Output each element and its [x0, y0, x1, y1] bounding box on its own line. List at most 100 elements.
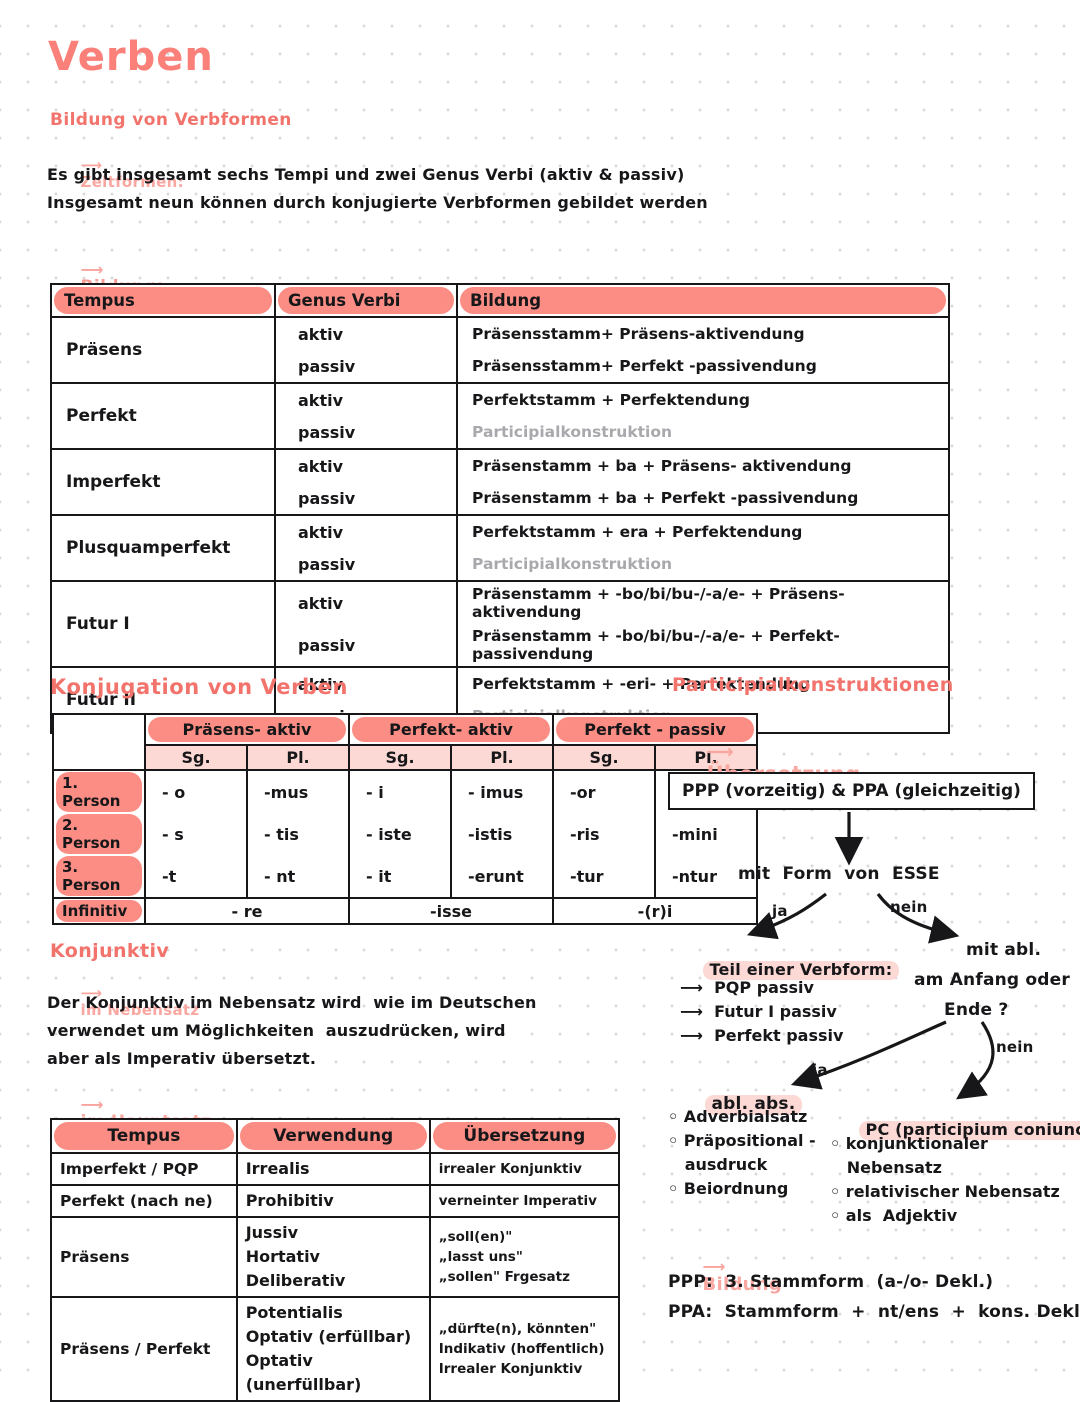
flow-label-ja-1: ja: [772, 902, 788, 920]
verbform-item: ⟶ PQP passiv: [680, 978, 814, 997]
arrow-icon: ⟶: [80, 155, 103, 174]
abl-abs-item: ◦ Beiordnung: [668, 1179, 789, 1198]
table-bildung-header-3: Bildung: [456, 283, 950, 318]
cell-bildung: Perfektstamm + era + Perfektendung: [456, 514, 950, 548]
person-pill: 2. Person: [56, 814, 142, 854]
table-konjugation: Präsens- aktiv Perfekt- aktiv Perfekt - pa…: [52, 713, 758, 925]
bildung-ppp: PPP: 3. Stammform (a-/o- Dekl.): [668, 1272, 994, 1292]
arrow-icon: ⟶: [80, 259, 104, 279]
table-bildung-header-row: Tempus Genus Verbi Bildung: [50, 283, 950, 318]
cell-ending: -ris: [552, 813, 656, 855]
cell-ending: -tur: [552, 855, 656, 899]
uebersetzung-line: verneinter Imperativ: [438, 1192, 597, 1209]
cell-tempus: Präsens / Perfekt: [50, 1296, 238, 1402]
cell-tempus: Imperfekt: [50, 448, 276, 516]
verwendung-line: Hortativ: [245, 1247, 320, 1266]
cell-infinitiv-label: Infinitiv: [52, 897, 146, 925]
arrow-icon: ⟶: [80, 1094, 104, 1114]
table-row: 1. Person- o-mus- i- imus-or-mur: [52, 769, 758, 813]
paragraph-konjunktiv-line2: verwendet um Möglichkeiten auszudrücken,…: [47, 1021, 506, 1040]
uebersetzung-line: „lasst uns": [438, 1248, 523, 1265]
flow-label-ja-2: ja: [812, 1061, 828, 1079]
cell-infinitiv-value-3: -(r)i: [552, 897, 758, 925]
cell-ending: - it: [348, 855, 452, 899]
cell-ending: -or: [552, 769, 656, 813]
verbform-item: ⟶ Futur I passiv: [680, 1002, 837, 1021]
cell-ending: -istis: [450, 813, 554, 855]
cell-genus: aktiv: [274, 448, 458, 482]
table-row: Imperfekt / PQP Irrealis irrealer Konjunkt…: [50, 1152, 621, 1186]
arrow-icon: ⟶: [80, 983, 103, 1002]
table-konjunktiv-header-2: Verwendung: [235, 1118, 431, 1154]
bullet-icon: ◦: [668, 1107, 679, 1126]
number-header-4: Pl.: [450, 744, 554, 771]
pc-item-list: ◦ konjunktionaler Nebensatz ◦ relativisch…: [830, 1132, 1060, 1228]
cell-tempus: Plusquamperfekt: [50, 514, 276, 582]
page-title: Verben: [48, 34, 214, 80]
cell-genus: passiv: [274, 416, 458, 450]
flow-label-nein-2: nein: [996, 1038, 1034, 1056]
cell-bildung: Participialkonstruktion: [456, 548, 950, 582]
arrow-im-nebensatz-label: im Nebensatz: [80, 1000, 200, 1019]
cell-person: 3. Person: [52, 855, 146, 899]
cell-tempus: Perfekt: [50, 382, 276, 450]
uebersetzung-line: „sollen" Frgesatz: [438, 1269, 570, 1286]
uebersetzung-line: „dürfte(n), könnten": [438, 1320, 597, 1337]
table-row: Präsens Jussiv Hortativ Deliberativ „soll(en…: [50, 1216, 621, 1298]
konjugation-group-row: Präsens- aktiv Perfekt- aktiv Perfekt - pa…: [52, 713, 758, 771]
table-konjunktiv: Tempus Verwendung Übersetzung Imperfekt / P…: [50, 1118, 621, 1402]
group-pill: Perfekt - passiv: [556, 717, 754, 742]
cell-genus: aktiv: [274, 514, 458, 548]
pc-item: ◦ konjunktionaler: [830, 1134, 988, 1153]
uebersetzung-line: Irrealer Konjunktiv: [438, 1361, 583, 1378]
cell-verwendung: Jussiv Hortativ Deliberativ: [235, 1216, 431, 1298]
uebersetzung-line: „soll(en)": [438, 1228, 513, 1245]
cell-ending: -ntur: [654, 855, 758, 899]
pc-item: ◦ als Adjektiv: [830, 1206, 958, 1225]
cell-bildung: Perfektstamm + -eri- + Perfektendung: [456, 666, 950, 700]
pc-item: Nebensatz: [830, 1158, 942, 1177]
konjugation-infinitiv-row: Infinitiv - re -isse -(r)i: [52, 897, 758, 925]
cell-ending: -erunt: [450, 855, 554, 899]
cell-ending: - s: [144, 813, 248, 855]
cell-ending: - iste: [348, 813, 452, 855]
cell-uebersetzung: „soll(en)" „lasst uns" „sollen" Frgesatz: [428, 1216, 621, 1298]
cell-infinitiv-value-1: - re: [144, 897, 350, 925]
uebersetzung-line: Indikativ (hoffentlich): [438, 1340, 605, 1357]
arrow-zeitformen-row: ⟶ Zeitformen:: [50, 140, 184, 207]
verbform-item-list: ⟶ PQP passiv ⟶ Futur I passiv ⟶ Perfekt pa…: [680, 976, 843, 1048]
paragraph-tempi-line1: Es gibt insgesamt sechs Tempi und zwei G…: [47, 165, 685, 184]
header-pill: Verwendung: [239, 1122, 427, 1150]
group-pill: Perfekt- aktiv: [352, 717, 550, 742]
cell-uebersetzung: irrealer Konjunktiv: [428, 1152, 621, 1186]
uebersetzung-line: irrealer Konjunktiv: [438, 1160, 582, 1177]
arrow-icon: ⟶: [680, 1002, 703, 1021]
flow-node-pc: PC (participium coniunctum): [828, 1104, 1080, 1156]
verwendung-line: Deliberativ: [245, 1271, 346, 1290]
cell-uebersetzung: verneinter Imperativ: [428, 1184, 621, 1218]
infinitiv-pill: Infinitiv: [56, 900, 142, 922]
table-row: Präsens aktiv Präsensstamm+ Präsens-aktive…: [50, 316, 950, 384]
arrow-bildung-participial-row: ⟶ Bildung: [672, 1242, 782, 1311]
table-row: passiv Präsenstamm + ba + Perfekt -passiv…: [51, 482, 950, 516]
table-row: Perfekt aktiv Perfektstamm + Perfektendung: [50, 382, 950, 450]
heading-participialkonstruktionen: Participialkonstruktionen: [672, 674, 954, 696]
cell-ending: - imus: [450, 769, 554, 813]
verwendung-line: Jussiv: [245, 1223, 299, 1242]
cell-bildung: Präsensstamm+ Präsens-aktivendung: [456, 316, 950, 350]
number-header-1: Sg.: [144, 744, 248, 771]
person-pill: 1. Person: [56, 772, 142, 812]
table-bildung-header-1: Tempus: [50, 283, 276, 318]
cell-genus: passiv: [274, 548, 458, 582]
abl-abs-item: ausdruck: [668, 1155, 768, 1174]
arrow-icon: ⟶: [680, 1026, 703, 1045]
group-pill: Präsens- aktiv: [148, 717, 346, 742]
flow-node-abl-abs: abl. abs.: [674, 1078, 803, 1131]
number-header-6: Pl.: [654, 744, 758, 771]
cell-person: 1. Person: [52, 769, 146, 813]
verwendung-line: Optativ (erfüllbar): [245, 1327, 412, 1346]
cell-genus: aktiv: [274, 580, 458, 624]
